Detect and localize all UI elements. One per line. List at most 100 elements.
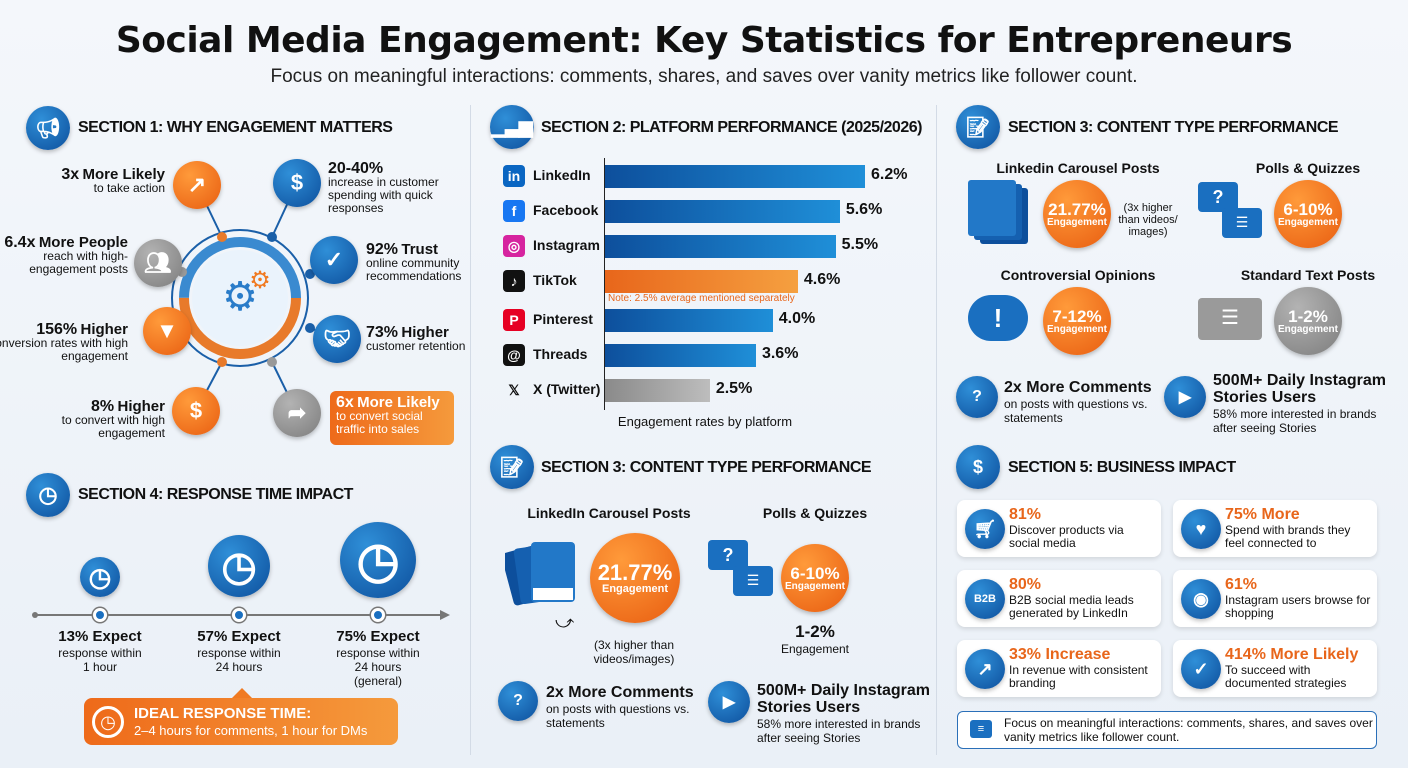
- carousel-title: LinkedIn Carousel Posts: [527, 505, 691, 521]
- document-edit-icon: 📝︎: [490, 445, 534, 489]
- stat-value: 73%: [366, 324, 399, 341]
- footer-text: Focus on meaningful interactions: commen…: [1004, 716, 1373, 744]
- text-posts-title: Standard Text Posts: [1240, 267, 1376, 283]
- dollar-icon: $: [273, 159, 321, 207]
- clock-icon: ◷: [208, 535, 270, 597]
- timeline-marker: [371, 608, 385, 622]
- impact-desc: Instagram users browse for shopping: [1225, 593, 1371, 620]
- document-check-icon: ✓: [1181, 649, 1221, 689]
- impact-card: ↗ 33% Increase In revenue with consistent …: [957, 640, 1161, 697]
- milestone-desc: response within 24 hours (general): [336, 646, 420, 688]
- impact-value: 81%: [1009, 506, 1042, 523]
- facebook-icon: f: [503, 200, 525, 222]
- impact-desc: To succeed with documented strategies: [1225, 663, 1347, 690]
- impact-card: 🛒︎ 81% Discover products via social media: [957, 500, 1161, 557]
- milestone: 57% Expect response within 24 hours: [179, 628, 299, 674]
- bar-chart-icon: ▁▃▆: [490, 105, 534, 149]
- stat-desc: reach with high-engagement posts: [29, 249, 128, 276]
- stat-label: More Likely: [82, 166, 165, 183]
- chart-axis: [604, 158, 605, 410]
- section1-title: SECTION 1: WHY ENGAGEMENT MATTERS: [78, 119, 393, 136]
- stat-highlight: 6x More Likely to convert social traffic …: [330, 391, 454, 445]
- share-arrow-icon: ➦: [273, 389, 321, 437]
- comments-block: 2x More Comments on posts with questions…: [546, 684, 701, 730]
- linkedin-icon: in: [503, 165, 525, 187]
- r-carousel-badge: 21.77% Engagement: [1043, 180, 1111, 248]
- impact-desc: In revenue with consistent branding: [1009, 663, 1148, 690]
- ideal-response-callout: ◷ IDEAL RESPONSE TIME: 2–4 hours for com…: [84, 688, 398, 745]
- ideal-title: IDEAL RESPONSE TIME:: [134, 705, 312, 722]
- impact-value: 75% More: [1225, 506, 1300, 523]
- section2-title: SECTION 2: PLATFORM PERFORMANCE (2025/20…: [541, 119, 922, 136]
- play-icon: ▶: [1164, 376, 1206, 418]
- hand-coin-icon: $: [172, 387, 220, 435]
- polls-value: 6-10%: [790, 563, 840, 583]
- people-icon: 👥︎: [134, 239, 182, 287]
- bar-value-label: 4.6%: [803, 271, 841, 288]
- tiktok-icon: ♪: [503, 270, 525, 292]
- megaphone-icon: 📢︎: [26, 106, 70, 150]
- bar-value-label: 6.2%: [871, 166, 908, 183]
- section5-title: SECTION 5: BUSINESS IMPACT: [1008, 459, 1236, 476]
- handshake-icon: 🤝︎: [313, 315, 361, 363]
- bar-value-label: 5.6%: [845, 201, 883, 218]
- shield-check-icon: ✓: [310, 236, 358, 284]
- instagram-icon: ◎: [503, 235, 525, 257]
- controversial-value: 7-12%: [1052, 306, 1102, 326]
- money-hand-icon: $: [956, 445, 1000, 489]
- eye-icon: ◉: [1181, 579, 1221, 619]
- impact-card: ♥ 75% More Spend with brands they feel con…: [1173, 500, 1377, 557]
- r-carousel-value: 21.77%: [1048, 199, 1106, 219]
- r-stories-desc: 58% more interested in brands after seei…: [1213, 407, 1377, 435]
- question-bubble-icon: ?: [708, 540, 748, 570]
- stat-value: 3x: [61, 166, 80, 183]
- text-bubble-icon: ☰: [1198, 298, 1262, 340]
- stat-text: 73% Higher customer retention: [366, 324, 506, 353]
- b2b-icon: B2B: [965, 579, 1005, 619]
- svg-text:⚙: ⚙: [249, 266, 271, 294]
- timeline-marker: [232, 608, 246, 622]
- bar-category-label: TikTok: [533, 272, 577, 288]
- r-carousel-unit: Engagement: [1046, 216, 1107, 228]
- stat-label: Higher: [117, 398, 165, 415]
- milestone: 13% Expect response within 1 hour: [40, 628, 160, 674]
- milestone: 75% Expect response within 24 hours (gene…: [318, 628, 438, 688]
- extra-value: 1-2%: [795, 622, 835, 641]
- funnel-icon: ▼: [143, 307, 191, 355]
- comments-desc: on posts with questions vs. statements: [546, 702, 690, 730]
- engagement-hub-diagram: ⚙ ⚙: [157, 182, 338, 414]
- stat-desc: increase in customer spending with quick…: [328, 175, 439, 215]
- impact-value: 61%: [1225, 576, 1258, 593]
- threads-icon: @: [503, 344, 525, 366]
- impact-desc: Discover products via social media: [1009, 523, 1124, 550]
- r-stories-title: 500M+ Daily Instagram Stories Users: [1213, 372, 1386, 406]
- bar-category-label: Pinterest: [533, 311, 593, 327]
- ideal-desc: 2–4 hours for comments, 1 hour for DMs: [134, 723, 368, 738]
- clock-icon: ◷: [26, 473, 70, 517]
- clock-icon: ◷: [340, 522, 416, 598]
- text-posts-badge: 1-2% Engagement: [1274, 287, 1342, 355]
- stat-text: 6.4x More People reach with high-engageme…: [0, 235, 128, 276]
- polls-unit: Engagement: [784, 580, 845, 592]
- stat-text: 156% Higher conversion rates with high en…: [0, 321, 128, 363]
- stat-value: 92%: [366, 241, 399, 258]
- pinterest-icon: P: [503, 309, 525, 331]
- r-carousel-title: Linkedin Carousel Posts: [996, 160, 1160, 176]
- impact-desc: Spend with brands they feel connected to: [1225, 523, 1351, 550]
- carousel-cards-icon: [968, 180, 1028, 244]
- stat-text: 92% Trust online community recommendation…: [366, 241, 506, 283]
- stat-text: 20-40% increase in customer spending wit…: [328, 161, 468, 215]
- play-icon: ▶: [708, 681, 750, 723]
- bar-threads: [605, 344, 756, 367]
- stat-desc: customer retention: [366, 339, 466, 353]
- milestone-desc: response within 24 hours: [197, 646, 281, 674]
- svg-text:⚙: ⚙: [222, 274, 258, 320]
- question-chat-icon: ?: [956, 376, 998, 418]
- text-posts-value: 1-2%: [1288, 306, 1328, 326]
- section3-right-title: SECTION 3: CONTENT TYPE PERFORMANCE: [1008, 119, 1339, 136]
- r-polls-value: 6-10%: [1283, 199, 1333, 219]
- stat-value: 156%: [36, 321, 78, 338]
- impact-value: 33% Increase: [1009, 646, 1111, 663]
- milestone-value: 13% Expect: [58, 628, 142, 645]
- carousel-note: (3x higher than videos/images): [593, 638, 675, 666]
